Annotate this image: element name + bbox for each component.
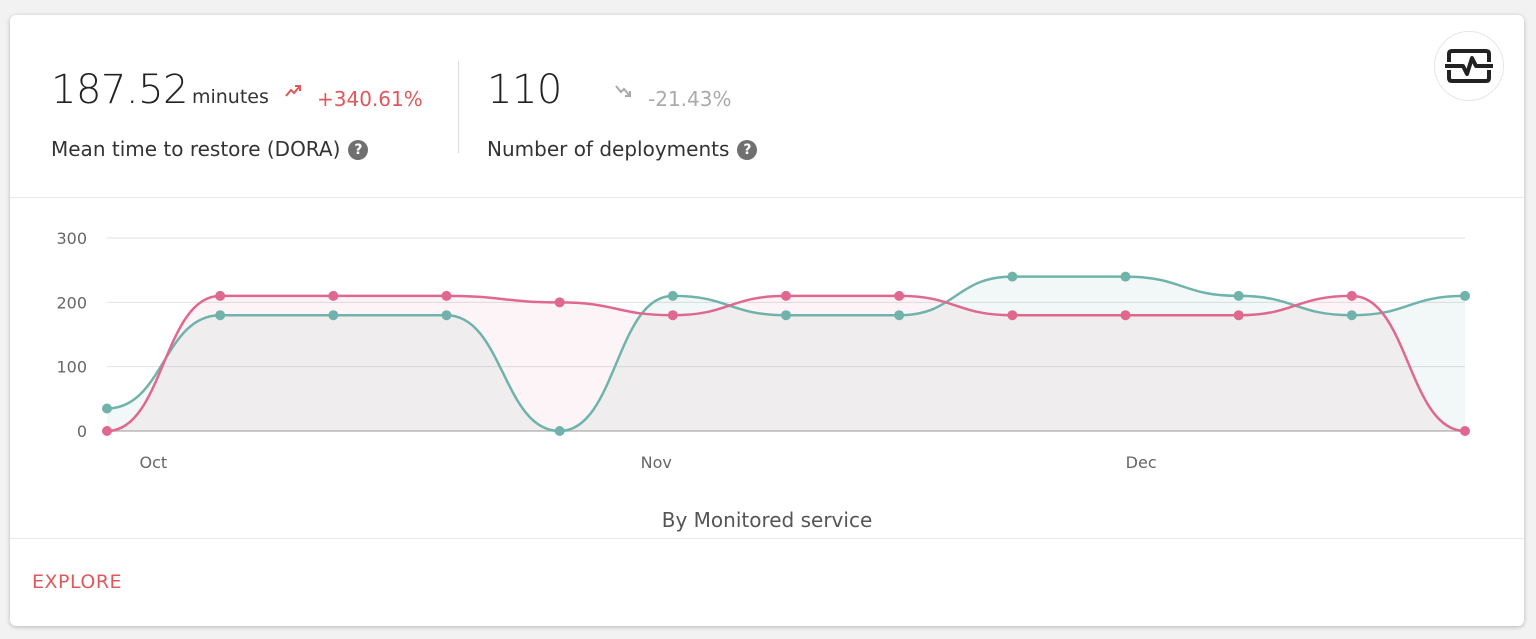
data-point [328,290,339,301]
data-point [1346,290,1357,301]
chart-pulse-icon [1445,49,1493,83]
deployments-label-text: Number of deployments [487,137,730,161]
deployments-label: Number of deployments? [487,137,758,161]
data-point [1120,271,1131,282]
deployments-delta: -21.43% [648,87,732,111]
data-point [554,297,565,308]
data-point [1460,290,1470,301]
series-area [107,295,1465,431]
dora-metrics-card: 187.52 minutes +340.61% Mean time to rest… [10,15,1524,626]
data-point [1007,310,1018,321]
data-point [894,290,905,301]
x-tick-label: Nov [641,453,672,472]
help-icon[interactable]: ? [348,140,369,160]
data-point [1007,271,1018,282]
data-point [554,426,565,436]
metric-divider [458,61,459,153]
data-point [1346,310,1357,321]
data-point [441,290,452,301]
data-point [441,310,452,321]
help-icon[interactable]: ? [737,140,758,160]
mttr-value: 187.52 [51,67,188,113]
trend-up-icon [285,85,301,97]
data-point [1120,310,1131,321]
y-tick-label: 0 [77,422,87,441]
trend-down-icon [615,85,631,97]
mttr-unit: minutes [191,86,269,108]
data-point [215,290,226,301]
explore-link[interactable]: EXPLORE [32,571,123,593]
header-divider [10,197,1524,198]
y-tick-label: 100 [56,358,87,377]
y-tick-label: 200 [56,293,87,312]
data-point [667,290,678,301]
data-point [894,310,905,321]
chart: 0 100 200 300 Oct Nov Dec [56,229,1470,472]
data-point [781,310,791,321]
footer-divider [10,538,1524,539]
chart-caption: By Monitored service [661,508,873,532]
data-point [102,403,112,414]
deployments-value: 110 [487,67,562,113]
mttr-delta: +340.61% [317,87,423,111]
data-point [781,290,791,301]
y-tick-label: 300 [56,229,87,248]
x-tick-label: Oct [140,453,168,472]
data-point [328,310,339,321]
deployments-metric: 110 [487,67,562,113]
chart-toggle-button[interactable] [1434,31,1504,101]
mttr-metric: 187.52 minutes [51,67,269,113]
data-point [1460,426,1470,436]
data-point [667,310,678,321]
data-point [215,310,226,321]
x-tick-label: Dec [1126,453,1157,472]
data-point [1233,310,1244,321]
data-point [102,426,112,436]
mttr-label: Mean time to restore (DORA)? [51,137,369,161]
data-point [1233,290,1244,301]
mttr-label-text: Mean time to restore (DORA) [51,137,341,161]
